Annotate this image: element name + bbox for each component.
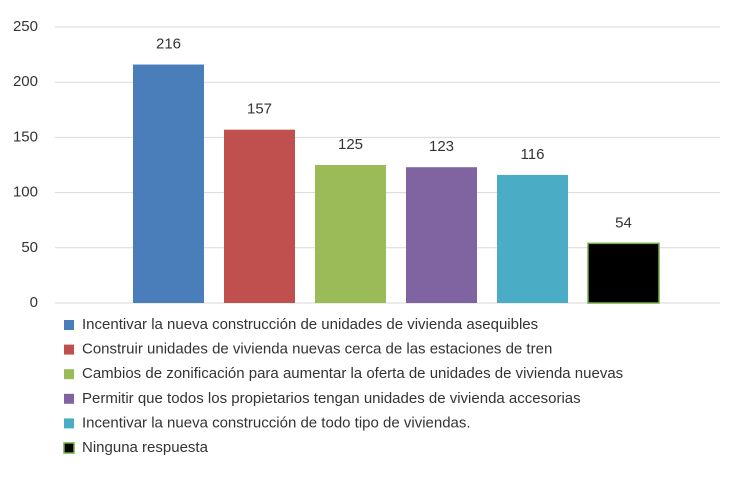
legend-swatch xyxy=(64,393,74,404)
y-tick-label: 0 xyxy=(30,294,38,311)
data-label: 216 xyxy=(156,36,181,53)
y-tick-label: 50 xyxy=(21,239,38,256)
data-label: 125 xyxy=(338,136,363,153)
data-label: 123 xyxy=(429,138,454,155)
legend-label: Cambios de zonificación para aumentar la… xyxy=(82,365,623,382)
y-tick-label: 200 xyxy=(13,73,38,90)
legend-label: Permitir que todos los propietarios teng… xyxy=(82,390,581,407)
legend-swatch xyxy=(64,418,74,429)
bar xyxy=(406,167,477,303)
bar xyxy=(133,64,204,303)
data-label: 54 xyxy=(615,214,632,231)
legend-swatch xyxy=(63,442,75,454)
legend-label: Construir unidades de vivienda nuevas ce… xyxy=(82,341,552,358)
bar xyxy=(587,242,660,304)
legend-label: Ninguna respuesta xyxy=(82,439,209,456)
legend-swatch xyxy=(64,320,74,330)
bar xyxy=(224,129,295,303)
legend-swatch xyxy=(64,369,74,380)
y-tick-label: 250 xyxy=(13,18,38,35)
y-tick-label: 100 xyxy=(13,184,38,201)
legend-swatch xyxy=(64,344,74,355)
bar xyxy=(497,174,568,303)
legend-label: Incentivar la nueva construcción de unid… xyxy=(82,316,538,333)
y-tick-label: 150 xyxy=(13,128,38,145)
data-label: 116 xyxy=(521,146,545,163)
data-label: 157 xyxy=(247,101,272,118)
legend-label: Incentivar la nueva construcción de todo… xyxy=(82,414,471,431)
bar xyxy=(315,165,386,303)
